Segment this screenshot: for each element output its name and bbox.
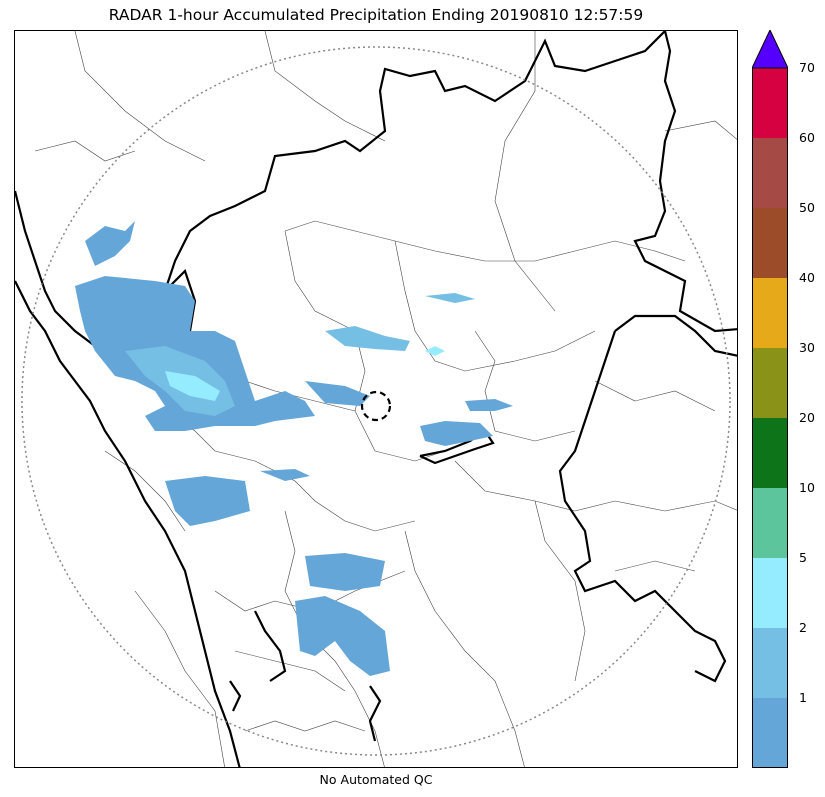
colorbar-tick-label: 10 bbox=[799, 480, 815, 495]
colorbar-tick-label: 60 bbox=[799, 130, 815, 145]
qc-status: No Automated QC bbox=[319, 772, 433, 787]
colorbar-band bbox=[752, 348, 788, 418]
colorbar-frame bbox=[752, 67, 788, 768]
precip-streak-2 bbox=[425, 293, 475, 303]
colorbar-bands bbox=[752, 30, 788, 768]
radar-site-marker bbox=[360, 390, 392, 422]
precip-band-east bbox=[465, 399, 513, 411]
precip-cell-west bbox=[75, 276, 315, 431]
colorbar-tick-label: 30 bbox=[799, 340, 815, 355]
radar-map bbox=[14, 30, 738, 768]
colorbar-tick-label: 5 bbox=[799, 550, 807, 565]
colorbar-band bbox=[752, 278, 788, 348]
precip-cell-west-heavy bbox=[165, 371, 220, 401]
precipitation-colorbar bbox=[752, 30, 788, 768]
colorbar-extend-triangle bbox=[752, 30, 788, 69]
colorbar-tick-label: 20 bbox=[799, 410, 815, 425]
colorbar-band bbox=[752, 558, 788, 628]
radar-range-ring bbox=[21, 46, 731, 756]
chart-title: RADAR 1-hour Accumulated Precipitation E… bbox=[108, 6, 644, 24]
colorbar-tick-label: 50 bbox=[799, 200, 815, 215]
precip-streak-3 bbox=[425, 346, 445, 356]
colorbar-tick-label: 1 bbox=[799, 690, 807, 705]
colorbar-band bbox=[752, 138, 788, 208]
precip-band-mid bbox=[305, 381, 370, 406]
precipitation-areas bbox=[75, 221, 513, 676]
precip-band-north bbox=[325, 326, 410, 351]
colorbar-tick-label: 40 bbox=[799, 270, 815, 285]
precip-streak-1 bbox=[260, 469, 310, 481]
precip-cell-sw bbox=[165, 476, 250, 526]
colorbar-tick-label: 2 bbox=[799, 620, 807, 635]
precip-cell-south bbox=[305, 553, 385, 591]
colorbar-band bbox=[752, 628, 788, 698]
colorbar-band bbox=[752, 488, 788, 558]
colorbar-band bbox=[752, 68, 788, 138]
colorbar-band bbox=[752, 418, 788, 488]
colorbar-band bbox=[752, 208, 788, 278]
colorbar-band bbox=[752, 698, 788, 768]
precip-cell-nw bbox=[85, 221, 135, 266]
precip-cell-center-e bbox=[420, 421, 493, 446]
precip-cell-far-south bbox=[295, 596, 390, 676]
map-canvas bbox=[15, 31, 737, 767]
state-boundaries bbox=[15, 31, 737, 767]
colorbar-tick-label: 70 bbox=[799, 60, 815, 75]
